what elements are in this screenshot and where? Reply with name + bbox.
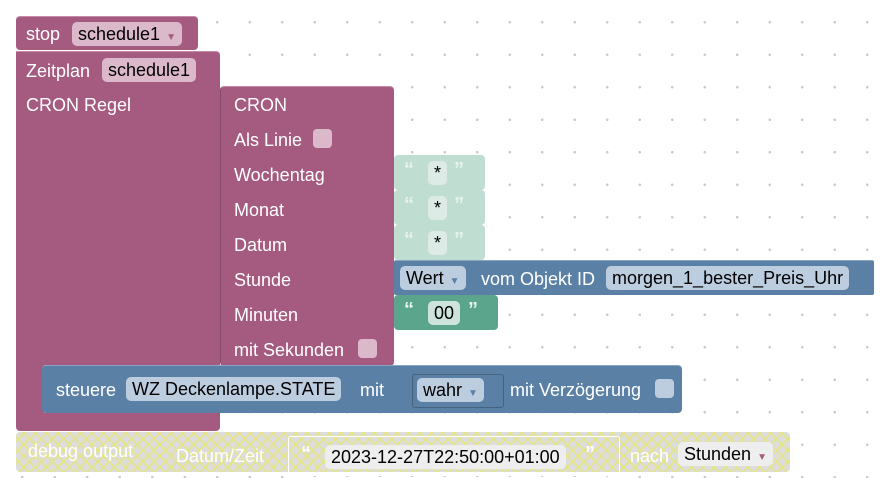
dropdown-arrow-icon: ▼ xyxy=(468,388,478,399)
weekday-text-block[interactable]: “ * ” xyxy=(394,155,485,190)
month-text-block[interactable]: “ * ” xyxy=(394,190,485,225)
with-label: mit xyxy=(360,380,384,400)
datetime-value[interactable]: 2023-12-27T22:50:00+01:00 xyxy=(325,445,566,469)
month-value[interactable]: * xyxy=(428,196,448,220)
schedule-block[interactable]: Zeitplan schedule1 CRON Regel xyxy=(16,51,220,366)
schedule-dropdown[interactable]: schedule1 ▼ xyxy=(72,22,182,46)
hour-label: Stunde xyxy=(234,270,292,290)
value-slot: wahr ▼ xyxy=(412,374,504,408)
dropdown-arrow-icon: ▼ xyxy=(449,276,460,287)
with-seconds-label: mit Sekunden xyxy=(234,340,345,360)
minutes-text-block[interactable]: “ 00 ” xyxy=(394,295,498,330)
close-quote-icon: ” xyxy=(454,194,464,216)
cron-block[interactable]: CRON Als Linie Wochentag Monat Datum Stu… xyxy=(220,86,394,366)
schedule-value: schedule1 xyxy=(78,24,161,44)
with-seconds-checkbox[interactable] xyxy=(358,339,377,358)
open-quote-icon: “ xyxy=(404,299,414,321)
stop-label: stop xyxy=(26,24,61,44)
control-object-field[interactable]: WZ Deckenlampe.STATE xyxy=(126,377,342,401)
date-label: Datum xyxy=(234,235,288,255)
cron-title: CRON xyxy=(234,95,287,115)
close-quote-icon: ” xyxy=(468,299,478,321)
schedule-name-field[interactable]: schedule1 xyxy=(102,58,197,82)
unit-dropdown[interactable]: Stunden ▼ xyxy=(678,442,773,466)
dropdown-arrow-icon: ▼ xyxy=(166,32,176,43)
open-quote-icon: “ xyxy=(404,194,414,216)
delay-checkbox[interactable] xyxy=(655,379,674,398)
unit-value: Stunden xyxy=(684,444,752,464)
open-quote-icon: “ xyxy=(404,229,414,251)
debug-label: debug output xyxy=(28,441,134,461)
minutes-label: Minuten xyxy=(234,305,299,325)
as-line-checkbox[interactable] xyxy=(313,129,332,148)
control-value: wahr xyxy=(423,380,463,400)
schedule-label: Zeitplan xyxy=(26,61,91,81)
open-quote-icon: “ xyxy=(404,159,414,181)
stop-block[interactable]: stop schedule1 ▼ xyxy=(16,16,198,50)
value-mode-dropdown[interactable]: Wert ▼ xyxy=(400,266,466,290)
control-value-dropdown[interactable]: wahr ▼ xyxy=(417,378,484,402)
weekday-value[interactable]: * xyxy=(428,161,448,185)
open-quote-icon: “ xyxy=(301,443,311,465)
minutes-value[interactable]: 00 xyxy=(428,301,461,325)
date-text-block[interactable]: “ * ” xyxy=(394,225,485,260)
object-id-field[interactable]: morgen_1_bester_Preis_Uhr xyxy=(606,266,850,290)
after-label: nach xyxy=(630,446,670,466)
control-label: steuere xyxy=(56,380,117,400)
close-quote-icon: ” xyxy=(454,159,464,181)
weekday-label: Wochentag xyxy=(234,165,325,185)
dropdown-arrow-icon: ▼ xyxy=(757,452,767,463)
datetime-text-slot: “ 2023-12-27T22:50:00+01:00 ” xyxy=(288,436,620,478)
datetime-label: Datum/Zeit xyxy=(176,446,265,466)
get-value-block[interactable]: Wert ▼ vom Objekt ID morgen_1_bester_Prei… xyxy=(394,260,874,295)
value-mode: Wert xyxy=(406,268,444,288)
close-quote-icon: ” xyxy=(585,443,595,465)
control-block[interactable]: steuere WZ Deckenlampe.STATE mit wahr ▼ m… xyxy=(42,365,682,413)
as-line-label: Als Linie xyxy=(234,130,303,150)
schedule-block-arm xyxy=(16,360,44,420)
month-label: Monat xyxy=(234,200,285,220)
debug-output-block[interactable]: debug output Datum/Zeit “ 2023-12-27T22:… xyxy=(16,432,790,478)
delay-label: mit Verzögerung xyxy=(510,380,642,400)
object-id-label: vom Objekt ID xyxy=(481,269,596,289)
close-quote-icon: ” xyxy=(454,229,464,251)
schedule-block-bottom xyxy=(16,413,220,431)
date-value[interactable]: * xyxy=(428,231,448,255)
cron-rule-label: CRON Regel xyxy=(26,95,132,115)
